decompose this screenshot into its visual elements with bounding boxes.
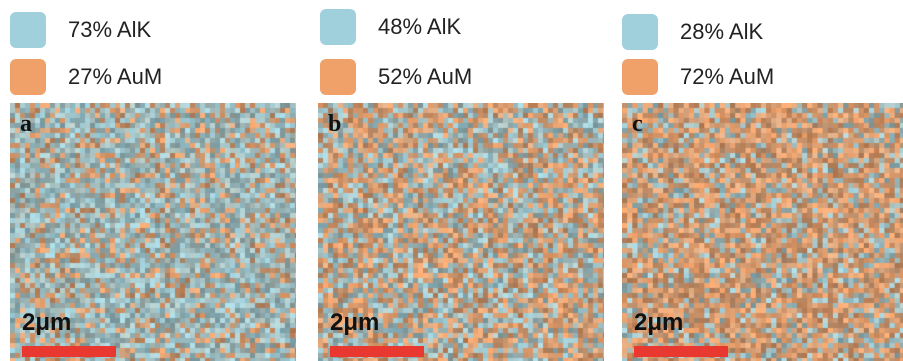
pixel-map [10,103,296,361]
pixel-map [622,103,903,361]
legend-alk: 48% AlK [320,8,461,46]
panel-letter: a [20,111,32,137]
alk-swatch [320,9,356,45]
aum-swatch [622,59,658,95]
panel-letter: c [632,111,643,137]
aum-label: 72% AuM [680,64,775,89]
alk-swatch [622,14,658,50]
element-map: c 2μm [622,103,903,361]
alk-swatch [10,12,46,48]
aum-swatch [320,59,356,95]
legend-aum: 27% AuM [10,58,162,96]
legend-aum: 72% AuM [622,58,774,96]
aum-label: 27% AuM [68,64,163,89]
scale-label: 2μm [330,309,380,336]
panel-letter: b [328,111,342,137]
scale-label: 2μm [22,309,72,336]
aum-label: 52% AuM [378,64,473,89]
alk-label: 28% AlK [680,19,764,44]
panel-a: 73% AlK 27% AuM a 2μm [10,0,296,361]
pixel-map [318,103,604,361]
scale-bar [634,346,728,357]
legend-alk: 73% AlK [10,11,151,49]
panel-c: 28% AlK 72% AuM c 2μm [622,0,903,361]
alk-label: 48% AlK [378,14,462,39]
scale-bar [22,346,116,357]
legend-alk: 28% AlK [622,13,763,51]
legend-aum: 52% AuM [320,58,472,96]
element-map: a 2μm [10,103,296,361]
aum-swatch [10,59,46,95]
element-map: b 2μm [318,103,604,361]
scale-bar [330,346,424,357]
alk-label: 73% AlK [68,17,152,42]
panel-b: 48% AlK 52% AuM b 2μm [318,0,604,361]
scale-label: 2μm [634,309,684,336]
